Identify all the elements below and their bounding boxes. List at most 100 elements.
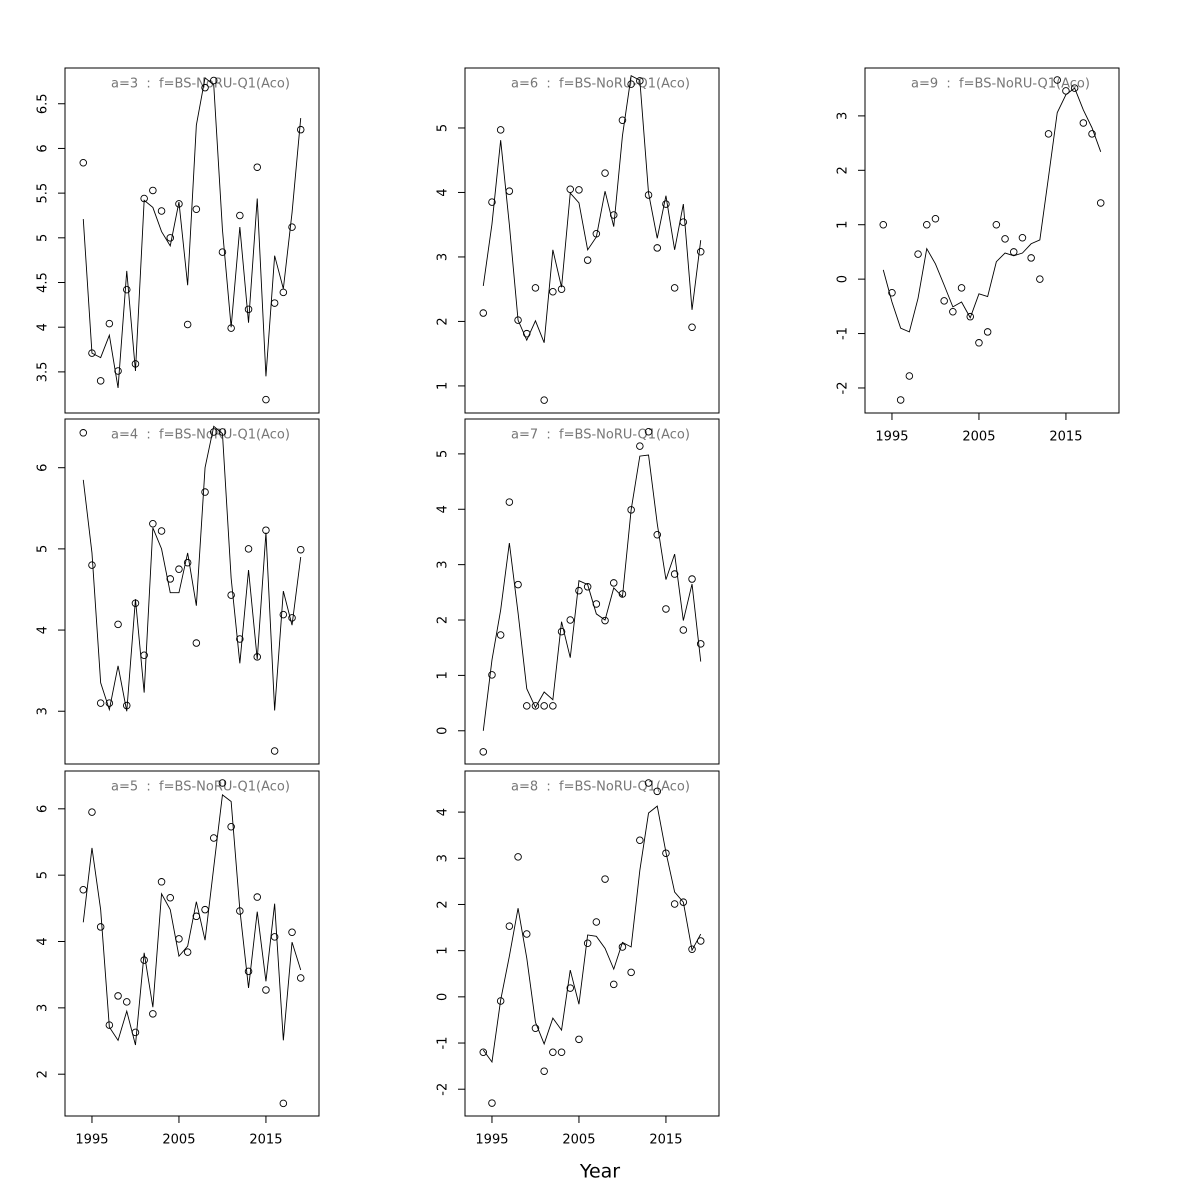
data-point xyxy=(496,997,505,1005)
data-point xyxy=(992,220,1001,229)
plot-frame xyxy=(64,770,320,1117)
data-point xyxy=(488,671,496,679)
data-point xyxy=(1070,84,1079,92)
data-point xyxy=(644,779,653,787)
data-point xyxy=(1009,248,1018,256)
x-tick-label: 1995 xyxy=(875,430,908,445)
data-point xyxy=(96,923,105,931)
data-point xyxy=(157,207,166,215)
y-tick-label: 0 xyxy=(836,275,851,283)
data-point xyxy=(244,305,253,314)
data-point xyxy=(201,83,209,92)
y-tick-label: 3 xyxy=(436,854,451,862)
data-point xyxy=(227,591,235,599)
data-point xyxy=(940,297,948,305)
y-tick-label: 1 xyxy=(436,947,451,955)
panel-title: a=3 : f=BS-NoRU-Q1(Aco) xyxy=(111,77,290,92)
data-point xyxy=(957,284,966,292)
data-point xyxy=(531,1024,540,1032)
panel-title: a=8 : f=BS-NoRU-Q1(Aco) xyxy=(511,780,690,795)
data-point xyxy=(931,214,940,223)
y-tick-label: 1 xyxy=(836,221,851,229)
plot-frame xyxy=(464,418,720,765)
data-point xyxy=(149,519,157,528)
fitted-line xyxy=(482,805,702,1064)
data-point xyxy=(227,822,235,831)
y-tick-label: 2 xyxy=(436,317,451,325)
x-tick-label: 2005 xyxy=(962,430,995,445)
data-point xyxy=(88,808,96,816)
data-point xyxy=(557,627,566,636)
y-tick-label: 3 xyxy=(436,253,451,261)
y-tick-label: -2 xyxy=(436,1083,451,1096)
y-tick-label: 2 xyxy=(436,900,451,908)
data-point xyxy=(149,1010,157,1018)
y-tick-label: 6 xyxy=(36,464,51,472)
x-tick-label: 2015 xyxy=(1049,430,1082,445)
x-tick-label: 2015 xyxy=(649,1133,682,1148)
y-tick-label: 6 xyxy=(36,805,51,813)
data-point xyxy=(505,922,514,930)
data-point xyxy=(688,575,696,583)
x-tick-label: 2005 xyxy=(562,1133,595,1148)
data-point xyxy=(627,80,635,88)
data-point xyxy=(653,787,661,796)
y-tick-label: 2 xyxy=(36,1070,51,1078)
data-point xyxy=(183,948,192,956)
y-tick-label: 6 xyxy=(36,144,51,152)
data-point xyxy=(175,200,183,208)
data-point xyxy=(653,244,661,252)
panel-title: a=9 : f=BS-NoRU-Q1(Aco) xyxy=(911,77,1090,92)
data-point xyxy=(549,702,557,710)
data-point xyxy=(688,323,696,331)
data-point xyxy=(262,986,270,994)
y-tick-label: 4 xyxy=(436,188,451,196)
data-point xyxy=(531,284,540,292)
data-point xyxy=(218,248,227,256)
data-point xyxy=(114,992,122,1000)
data-point xyxy=(479,309,488,317)
data-point xyxy=(270,299,279,307)
data-point xyxy=(244,545,253,553)
data-point xyxy=(183,320,192,329)
data-point xyxy=(236,211,244,220)
data-point xyxy=(192,205,201,213)
data-point xyxy=(192,639,201,647)
data-point xyxy=(201,905,209,914)
data-point xyxy=(262,395,270,404)
y-tick-label: 5 xyxy=(36,871,51,879)
y-tick-label: 4 xyxy=(436,505,451,513)
data-point xyxy=(88,561,96,569)
plot-frame xyxy=(464,770,720,1117)
y-tick-label: 2 xyxy=(436,616,451,624)
y-tick-label: 4.5 xyxy=(36,272,51,293)
data-point xyxy=(479,748,488,756)
data-point xyxy=(296,545,305,554)
data-point xyxy=(557,1048,566,1057)
y-tick-label: 5.5 xyxy=(36,183,51,204)
data-point xyxy=(670,284,679,292)
data-point xyxy=(523,930,531,938)
plot-frame xyxy=(464,67,720,414)
data-point xyxy=(175,935,183,943)
data-point xyxy=(514,580,522,589)
data-point xyxy=(601,616,609,625)
data-point xyxy=(288,223,296,231)
y-tick-label: 1 xyxy=(436,671,451,679)
x-tick-label: 1995 xyxy=(475,1133,508,1148)
data-point xyxy=(636,442,644,450)
data-point xyxy=(96,699,105,707)
data-point xyxy=(1036,275,1044,283)
data-point xyxy=(236,635,244,643)
data-point xyxy=(157,527,166,535)
y-tick-label: 3 xyxy=(36,707,51,715)
data-point xyxy=(149,186,157,195)
data-point xyxy=(679,898,688,906)
plot-frame xyxy=(64,67,320,414)
y-tick-label: -1 xyxy=(436,1037,451,1050)
data-point xyxy=(609,579,618,587)
data-point xyxy=(688,945,696,954)
y-tick-label: 5 xyxy=(36,234,51,242)
data-point xyxy=(1018,234,1027,242)
